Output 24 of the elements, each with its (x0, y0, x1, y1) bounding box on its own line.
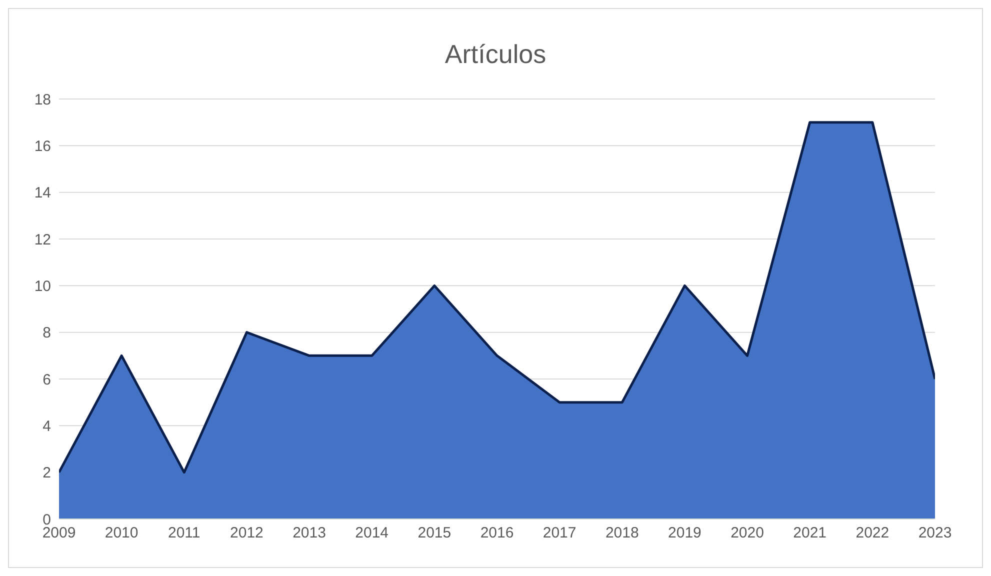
x-tick-label: 2022 (856, 524, 890, 542)
x-tick-label: 2021 (793, 524, 827, 542)
x-tick-label: 2013 (292, 524, 326, 542)
y-tick-label: 2 (42, 464, 51, 482)
x-tick-label: 2012 (230, 524, 264, 542)
chart-title: Artículos (444, 38, 548, 71)
y-tick-label: 12 (34, 231, 51, 248)
y-tick-label: 10 (34, 278, 51, 295)
x-tick-label: 2018 (605, 524, 639, 542)
x-tick-label: 2020 (730, 524, 764, 542)
y-tick-label: 8 (42, 324, 51, 342)
y-tick-label: 18 (34, 91, 51, 108)
x-tick-label: 2010 (104, 524, 138, 542)
x-tick-label: 2015 (418, 524, 452, 542)
y-tick-label: 14 (34, 184, 51, 202)
y-tick-label: 16 (34, 138, 51, 155)
x-tick-label: 2019 (668, 524, 702, 542)
x-tick-label: 2016 (480, 524, 514, 542)
x-tick-label: 2014 (355, 524, 389, 542)
x-tick-label: 2011 (168, 524, 200, 542)
y-tick-label: 4 (42, 418, 51, 435)
y-tick-label: 6 (42, 371, 51, 388)
x-tick-label: 2023 (918, 524, 952, 542)
x-tick-label: 2017 (542, 524, 576, 542)
